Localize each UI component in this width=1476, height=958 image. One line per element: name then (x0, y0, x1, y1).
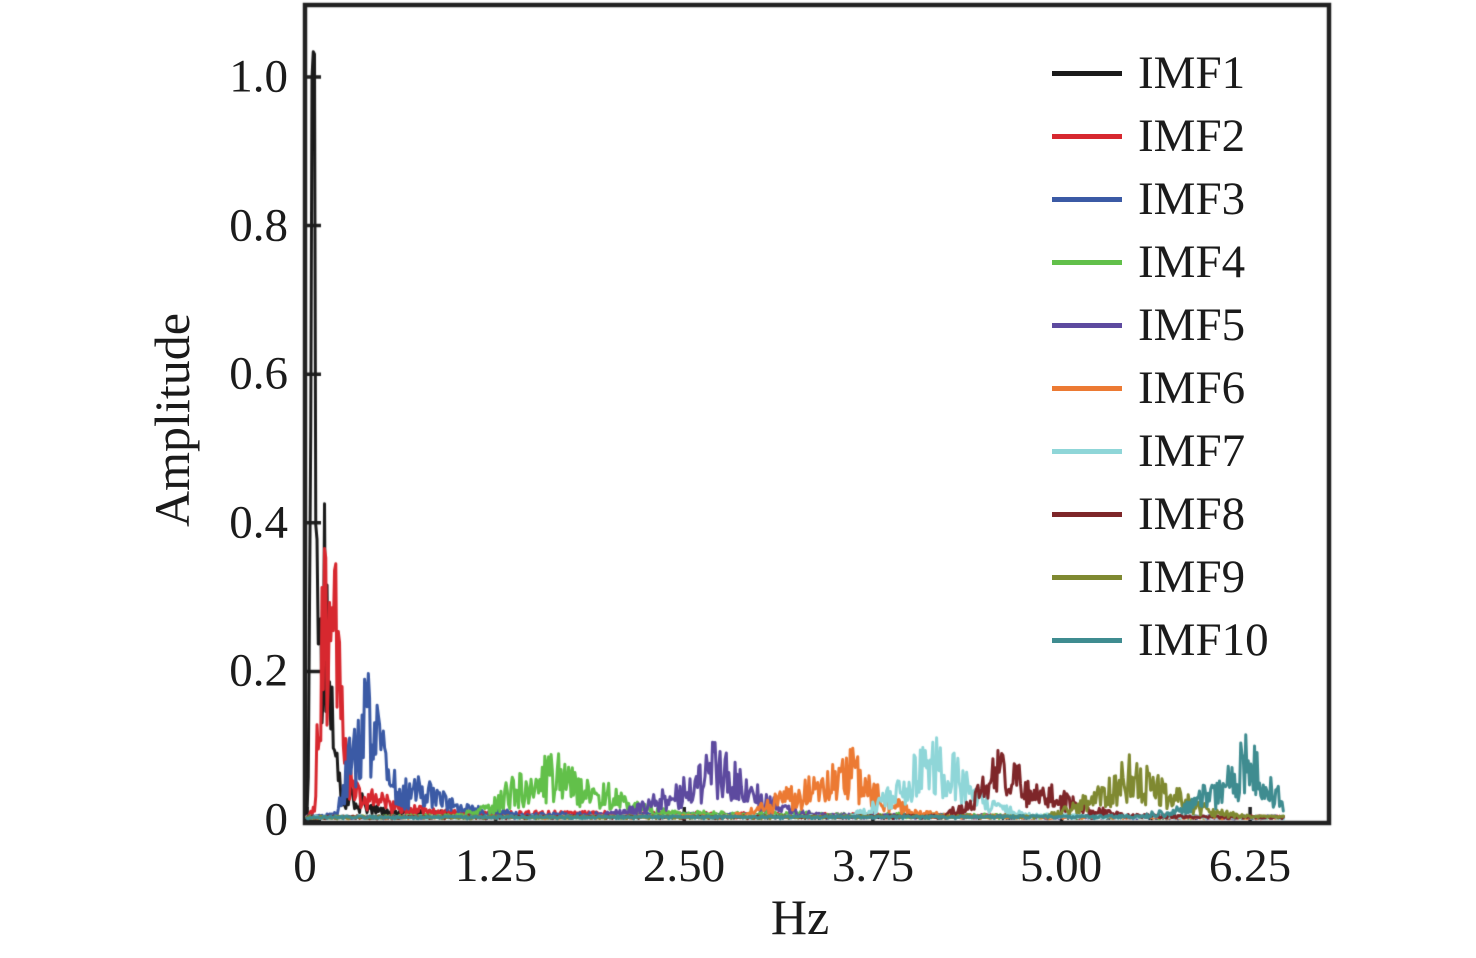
legend-item-imf2: IMF2 (1052, 105, 1269, 168)
legend-label-imf6: IMF6 (1138, 362, 1246, 414)
legend-label-imf9: IMF9 (1138, 551, 1246, 603)
legend-item-imf3: IMF3 (1052, 168, 1269, 231)
imf3-line-swatch (1052, 197, 1122, 202)
legend-item-imf10: IMF10 (1052, 609, 1269, 672)
legend: IMF1 IMF2 IMF3 IMF4 IMF5 IMF6 IMF7 IMF8 (1052, 42, 1269, 672)
legend-label-imf2: IMF2 (1138, 110, 1246, 162)
xtick-label-2.50: 2.50 (642, 840, 726, 892)
imf4-line-swatch (1052, 260, 1122, 265)
legend-item-imf8: IMF8 (1052, 483, 1269, 546)
xtick-label-3.75: 3.75 (831, 840, 915, 892)
legend-label-imf5: IMF5 (1138, 299, 1246, 351)
legend-label-imf3: IMF3 (1138, 173, 1246, 225)
legend-label-imf8: IMF8 (1138, 488, 1246, 540)
xtick-label-1.25: 1.25 (454, 840, 538, 892)
ytick-label-0.6: 0.6 (229, 347, 288, 400)
x-axis-title: Hz (770, 889, 830, 945)
imf7-line-swatch (1052, 449, 1122, 454)
legend-item-imf4: IMF4 (1052, 231, 1269, 294)
legend-label-imf7: IMF7 (1138, 425, 1246, 477)
legend-item-imf5: IMF5 (1052, 294, 1269, 357)
legend-label-imf10: IMF10 (1138, 614, 1269, 666)
imf2-line-swatch (1052, 134, 1122, 139)
ytick-label-0.8: 0.8 (229, 199, 288, 252)
imf9-line-swatch (1052, 575, 1122, 580)
xtick-label-0: 0 (293, 840, 317, 892)
ytick-label-0: 0 (264, 793, 289, 846)
legend-label-imf4: IMF4 (1138, 236, 1246, 288)
legend-label-imf1: IMF1 (1138, 47, 1246, 99)
ytick-label-0.2: 0.2 (229, 644, 288, 697)
legend-item-imf1: IMF1 (1052, 42, 1269, 105)
imf5-line-swatch (1052, 323, 1122, 328)
imf6-line-swatch (1052, 386, 1122, 391)
legend-item-imf6: IMF6 (1052, 357, 1269, 420)
y-axis-title: Amplitude (144, 313, 200, 527)
imf8-line-swatch (1052, 512, 1122, 517)
imf10-line-swatch (1052, 638, 1122, 643)
xtick-label-6.25: 6.25 (1208, 840, 1292, 892)
legend-item-imf7: IMF7 (1052, 420, 1269, 483)
ytick-label-1.0: 1.0 (229, 50, 288, 103)
ytick-label-0.4: 0.4 (229, 496, 288, 549)
imf1-line-swatch (1052, 71, 1122, 76)
legend-item-imf9: IMF9 (1052, 546, 1269, 609)
xtick-label-5.00: 5.00 (1019, 840, 1103, 892)
